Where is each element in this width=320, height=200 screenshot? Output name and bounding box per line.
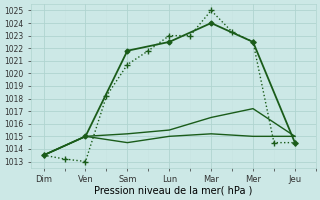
X-axis label: Pression niveau de la mer( hPa ): Pression niveau de la mer( hPa )	[94, 186, 252, 196]
